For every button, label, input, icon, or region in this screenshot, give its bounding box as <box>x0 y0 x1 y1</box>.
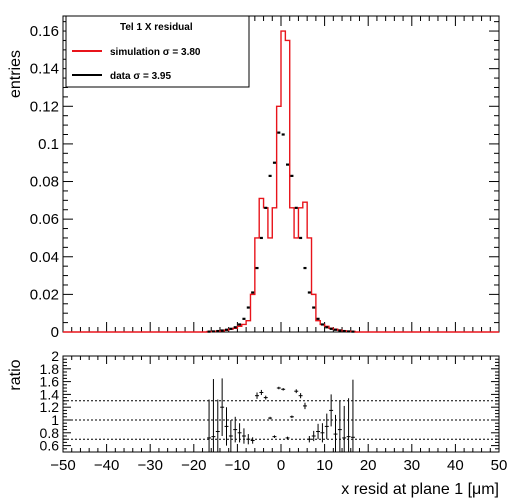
ratio-axis-ticks <box>62 355 500 453</box>
x-axis-label: x resid at plane 1 [μm] <box>341 481 499 498</box>
x-tick-label: −20 <box>181 457 206 474</box>
legend-label-data: data σ = 3.95 <box>110 71 171 82</box>
main-y-tick-label: 0.08 <box>30 174 59 191</box>
x-tick-label: 30 <box>403 457 420 474</box>
main-y-tick-label: 0.06 <box>30 211 59 228</box>
ratio-y-tick-label: 1.4 <box>40 386 60 402</box>
data-markers <box>207 131 355 333</box>
simulation-step-line <box>63 30 499 333</box>
x-tick-label: 20 <box>360 457 377 474</box>
simulation-histogram <box>63 30 499 333</box>
x-tick-label: −10 <box>225 457 250 474</box>
main-y-tick-label: 0.1 <box>38 136 59 153</box>
legend-title: Tel 1 X residual <box>120 22 193 33</box>
ratio-y-tick-label: 0.6 <box>40 438 60 454</box>
main-y-tick-label: 0 <box>51 324 59 341</box>
ratio-y-tick-labels: 0.60.811.21.41.61.82 <box>40 348 60 454</box>
main-y-tick-label: 0.12 <box>30 98 59 115</box>
ratio-y-tick-label: 1.2 <box>40 399 60 415</box>
ratio-points <box>207 378 355 452</box>
x-tick-label: 50 <box>491 457 508 474</box>
main-y-tick-label: 0.04 <box>30 249 59 266</box>
ratio-reference-lines <box>63 400 499 440</box>
ratio-y-tick-label: 2 <box>51 348 59 364</box>
main-y-tick-labels: 0 0.02 0.04 0.06 0.08 0.1 0.12 0.14 0.16 <box>30 23 59 341</box>
x-tick-labels: −50 −40 −30 −20 −10 0 10 20 30 40 50 <box>50 457 507 474</box>
main-y-tick-label: 0.02 <box>30 286 59 303</box>
x-tick-label: −40 <box>94 457 119 474</box>
ratio-plot-frame <box>62 355 500 453</box>
main-y-axis-label: entries <box>7 50 24 98</box>
ratio-y-tick-label: 1.8 <box>40 361 60 377</box>
main-y-tick-label: 0.16 <box>30 23 59 40</box>
ratio-y-tick-label: 0.8 <box>40 425 60 441</box>
ratio-y-axis-label: ratio <box>7 359 24 390</box>
x-tick-label: 10 <box>316 457 333 474</box>
legend-label-simulation: simulation σ = 3.80 <box>110 47 201 58</box>
x-tick-label: 0 <box>277 457 285 474</box>
main-y-tick-label: 0.14 <box>30 61 59 78</box>
x-tick-label: −50 <box>50 457 75 474</box>
ratio-y-tick-label: 1 <box>51 412 59 428</box>
ratio-y-tick-label: 1.6 <box>40 374 60 390</box>
x-tick-label: 40 <box>447 457 464 474</box>
x-tick-label: −30 <box>137 457 162 474</box>
legend: Tel 1 X residual simulation σ = 3.80 dat… <box>65 15 250 88</box>
